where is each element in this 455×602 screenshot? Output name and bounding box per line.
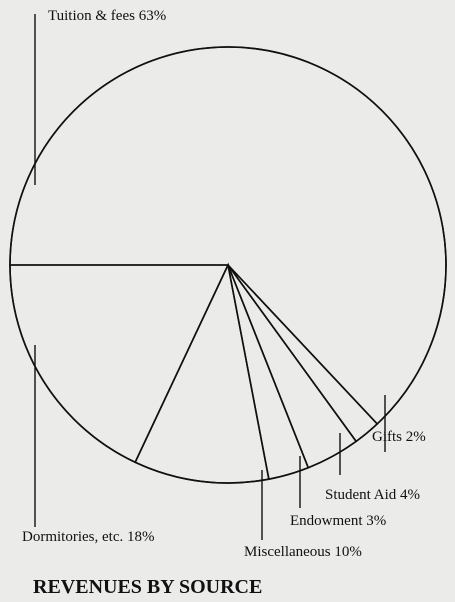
value-label: 4% — [400, 487, 420, 503]
value-label: 63% — [139, 8, 167, 24]
slice-label: Student Aid 4% — [325, 487, 420, 503]
category-label: Dormitories, etc. — [22, 529, 123, 545]
slice-label: Gifts 2% — [372, 429, 426, 445]
value-label: 10% — [334, 544, 362, 560]
value-label: 18% — [127, 529, 155, 545]
value-label: 2% — [406, 429, 426, 445]
chart-title: REVENUES BY SOURCE — [33, 576, 262, 598]
slice-label: Endowment 3% — [290, 513, 386, 529]
slice-label: Miscellaneous 10% — [244, 544, 362, 560]
category-label: Tuition & fees — [48, 8, 135, 24]
pie-slice — [9, 264, 230, 464]
category-label: Student Aid — [325, 487, 397, 503]
pie-slice — [134, 262, 270, 484]
slice-label: Tuition & fees 63% — [48, 8, 166, 24]
category-label: Endowment — [290, 513, 363, 529]
pie-slice — [9, 46, 447, 426]
category-label: Gifts — [372, 429, 402, 445]
value-label: 3% — [366, 513, 386, 529]
slice-label: Dormitories, etc. 18% — [22, 529, 154, 545]
category-label: Miscellaneous — [244, 544, 331, 560]
